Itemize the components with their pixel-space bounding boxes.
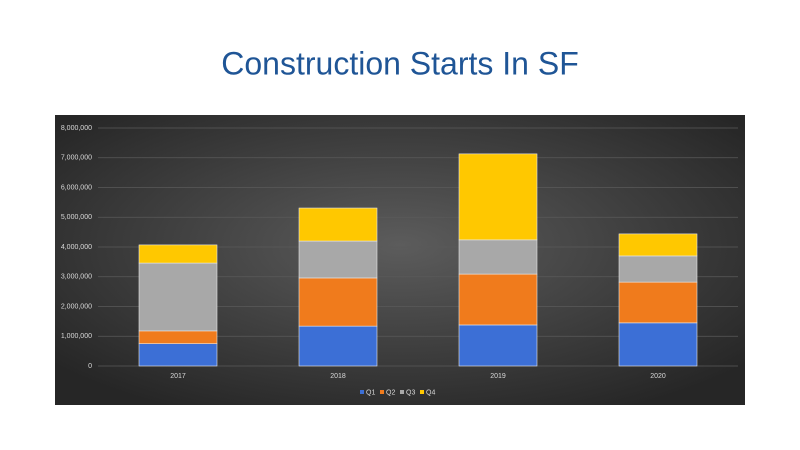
legend-swatch bbox=[380, 390, 384, 394]
bar-segment bbox=[618, 233, 698, 257]
y-tick-label: 1,000,000 bbox=[61, 333, 92, 340]
bar-segment bbox=[298, 277, 378, 327]
bar-segment bbox=[298, 325, 378, 367]
bar-segment bbox=[618, 322, 698, 367]
bar-segment bbox=[458, 273, 538, 326]
legend-swatch bbox=[420, 390, 424, 394]
y-tick-label: 0 bbox=[88, 363, 92, 370]
bar-segment bbox=[138, 343, 218, 367]
y-tick-label: 2,000,000 bbox=[61, 303, 92, 310]
legend-swatch bbox=[400, 390, 404, 394]
legend-label: Q1 bbox=[366, 389, 375, 396]
legend-swatch bbox=[360, 390, 364, 394]
x-tick-label: 2018 bbox=[330, 373, 346, 380]
y-tick-label: 7,000,000 bbox=[61, 155, 92, 162]
y-tick-label: 5,000,000 bbox=[61, 214, 92, 221]
legend-label: Q2 bbox=[386, 389, 395, 396]
y-tick-label: 8,000,000 bbox=[61, 125, 92, 132]
x-tick-label: 2019 bbox=[490, 373, 506, 380]
bar-segment bbox=[458, 153, 538, 241]
legend-label: Q3 bbox=[406, 389, 415, 396]
bar-segment bbox=[138, 262, 218, 332]
bar-segment bbox=[458, 324, 538, 367]
bar-segment bbox=[618, 281, 698, 324]
chart-title: Construction Starts In SF bbox=[221, 45, 578, 81]
legend-label: Q4 bbox=[426, 389, 435, 396]
bar-segment bbox=[138, 330, 218, 344]
bar-segment bbox=[458, 239, 538, 275]
x-tick-label: 2020 bbox=[650, 373, 666, 380]
y-tick-label: 6,000,000 bbox=[61, 184, 92, 191]
y-tick-label: 3,000,000 bbox=[61, 274, 92, 281]
bar-segment bbox=[138, 244, 218, 264]
bar-segment bbox=[298, 207, 378, 242]
bar-segment bbox=[298, 240, 378, 279]
x-tick-label: 2017 bbox=[170, 373, 186, 380]
y-tick-label: 4,000,000 bbox=[61, 244, 92, 251]
bar-segment bbox=[618, 255, 698, 283]
